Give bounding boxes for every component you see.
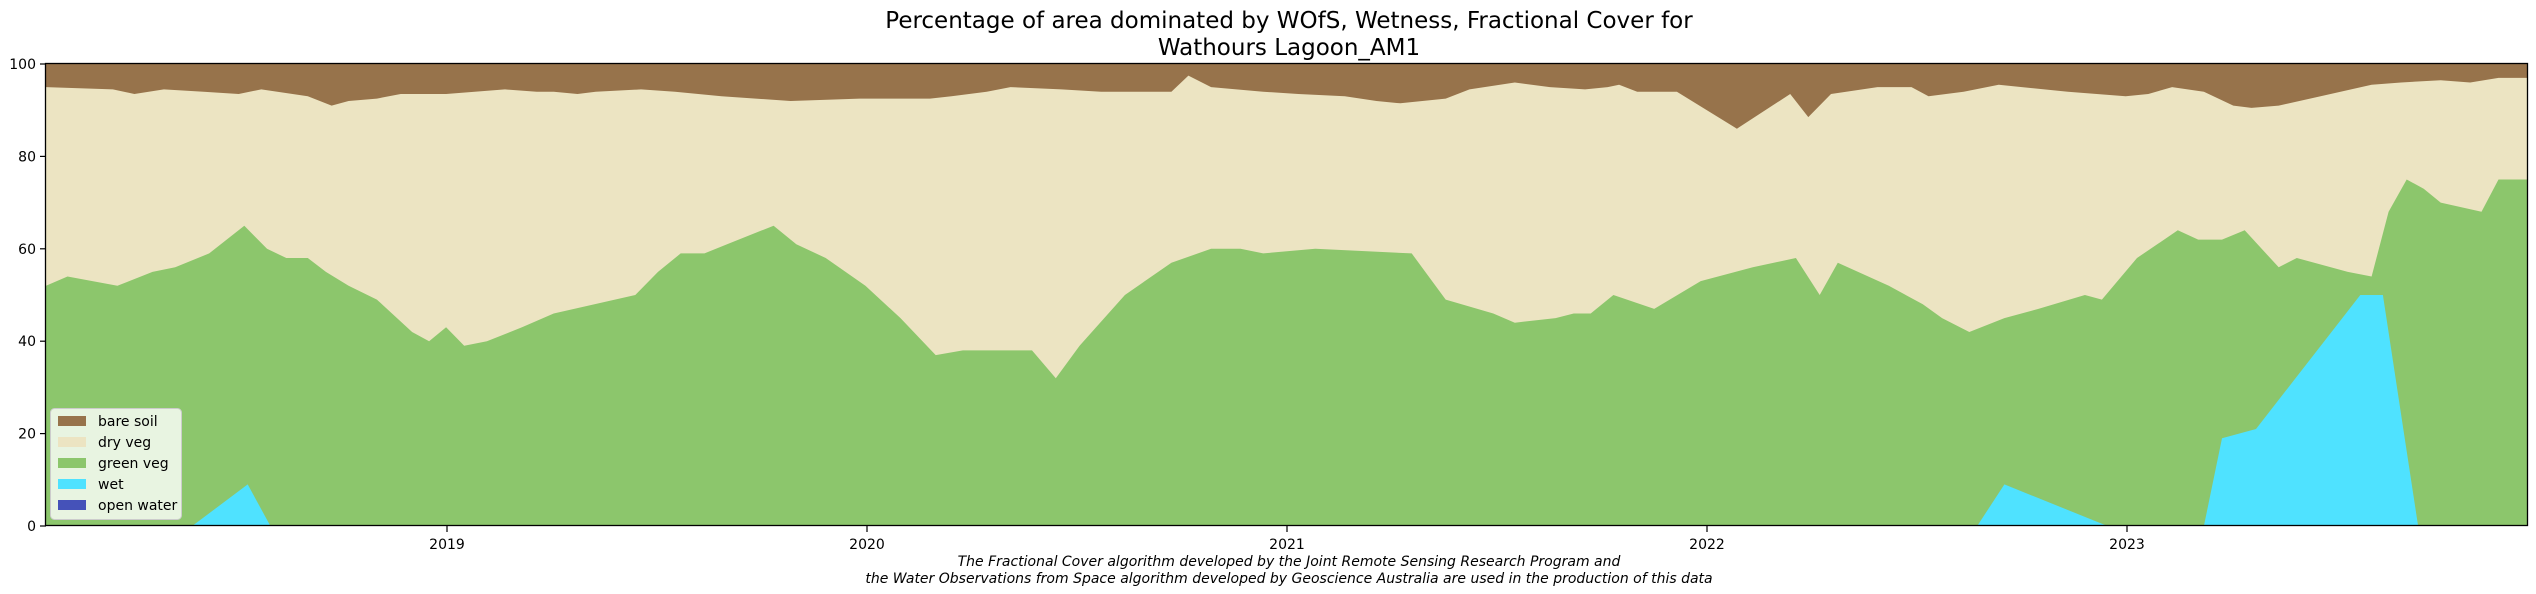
legend-swatch	[58, 437, 86, 447]
legend-label: bare soil	[98, 414, 158, 430]
legend-box	[50, 408, 182, 520]
x-axis: 2019 2020 2021 2022 2023	[429, 526, 2145, 553]
legend-swatch	[58, 416, 86, 426]
area-green-veg	[46, 179, 2528, 526]
y-tick-label: 60	[18, 242, 36, 258]
chart-title-line-1: Percentage of area dominated by WOfS, We…	[885, 8, 1693, 34]
y-tick-label: 20	[18, 427, 36, 443]
legend-swatch	[58, 479, 86, 489]
legend-label: dry veg	[98, 435, 151, 451]
plot-area	[46, 64, 2528, 526]
y-axis: 0 20 40 60 80 100	[9, 57, 46, 535]
legend-label: wet	[98, 477, 124, 493]
caption-line-2: the Water Observations from Space algori…	[865, 571, 1712, 587]
area-wet	[46, 295, 2528, 526]
x-tick-label: 2022	[1689, 537, 1725, 553]
plot-frame	[44, 62, 2529, 527]
legend-label: green veg	[98, 456, 169, 472]
x-tick-label: 2021	[1269, 537, 1305, 553]
legend-swatch	[58, 458, 86, 468]
x-tick-label: 2020	[849, 537, 885, 553]
x-tick-label: 2019	[429, 537, 465, 553]
legend: bare soil dry veg green veg wet open water	[50, 408, 182, 520]
legend-swatch	[58, 500, 86, 510]
y-tick-label: 40	[18, 334, 36, 350]
y-tick-label: 0	[27, 519, 36, 535]
x-tick-label: 2023	[2109, 537, 2145, 553]
legend-label: open water	[98, 498, 178, 514]
caption-line-1: The Fractional Cover algorithm developed…	[958, 554, 1621, 570]
y-tick-label: 100	[9, 57, 36, 73]
y-tick-label: 80	[18, 149, 36, 165]
chart-title-line-2: Wathours Lagoon_AM1	[1158, 35, 1420, 61]
